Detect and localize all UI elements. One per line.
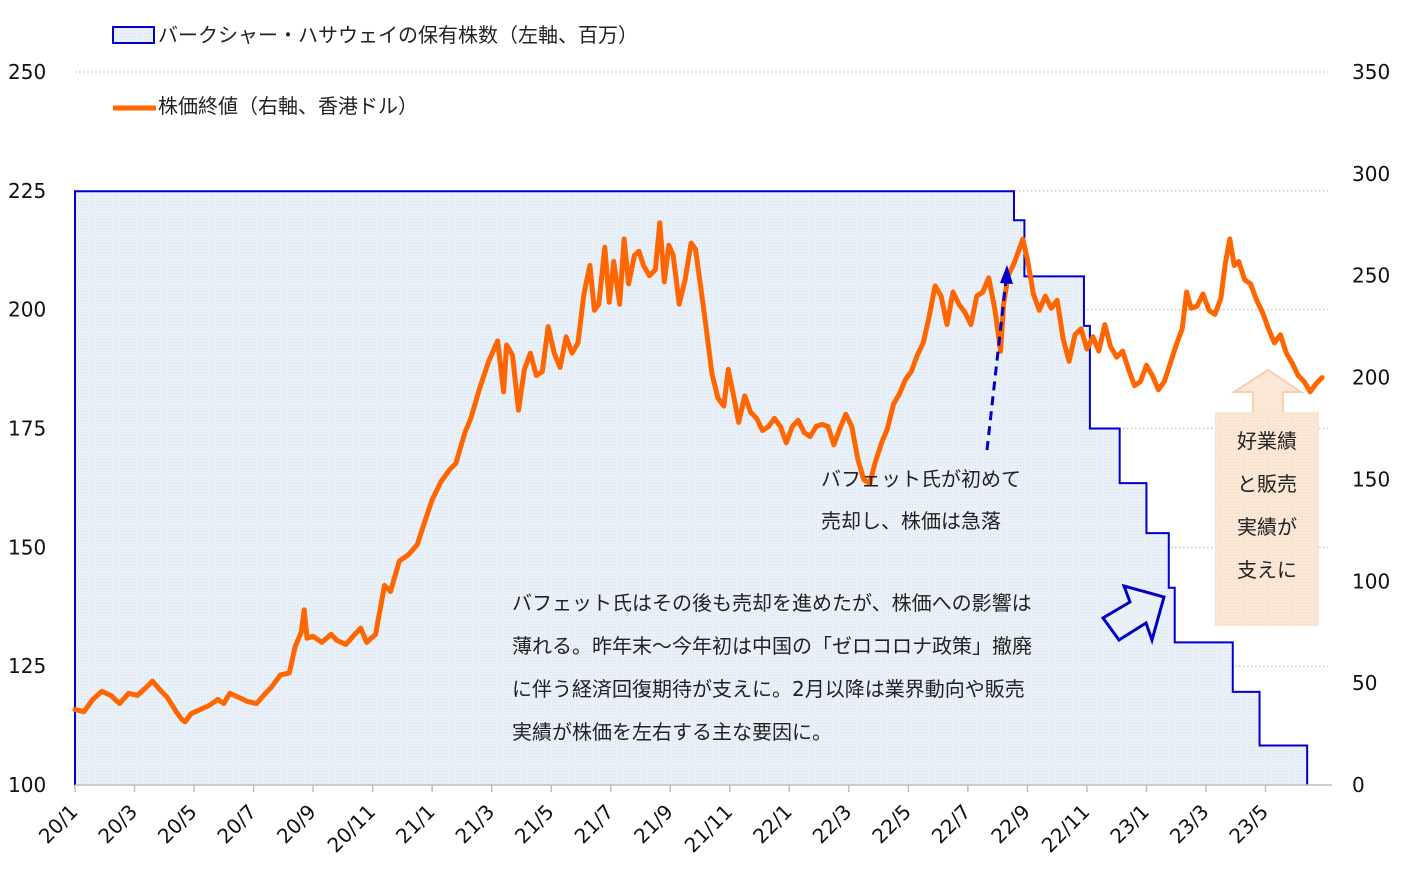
- annotation-later-sales-line1: バフェット氏はその後も売却を進めたが、株価への影響は: [512, 591, 1032, 615]
- earnings-box: [1215, 412, 1319, 626]
- x-tick-label: 22/9: [986, 800, 1035, 849]
- x-tick-label: 21/5: [510, 800, 559, 849]
- left-tick-label: 200: [8, 298, 46, 322]
- x-axis: 20/1 20/3 20/5 20/7 20/9 20/11 21/1 21/3 21/5 21/…: [34, 784, 1332, 858]
- x-tick-label: 22/1: [748, 800, 797, 849]
- annotation-later-sales-line3: に伴う経済回復期待が支えに。2月以降は業界動向や販売: [512, 677, 1025, 701]
- annotation-first-sale: バフェット氏が初めて 売却し、株価は急落: [821, 265, 1021, 533]
- x-tick-label: 20/1: [34, 800, 83, 849]
- left-tick-label: 100: [8, 773, 46, 797]
- annotation-earnings-line4: 支えに: [1237, 558, 1297, 582]
- annotation-earnings-line1: 好業績: [1237, 429, 1297, 453]
- x-tick-label: 20/5: [153, 800, 202, 849]
- x-tick-label: 20/9: [272, 800, 321, 849]
- x-tick-label: 23/3: [1165, 800, 1214, 849]
- legend-label-price: 株価終値（右軸、香港ドル）: [158, 94, 418, 118]
- right-tick-label: 50: [1352, 671, 1377, 695]
- x-tick-label: 22/3: [808, 800, 857, 849]
- legend-label-holdings: バークシャー・ハサウェイの保有株数（左軸、百万）: [158, 23, 638, 47]
- x-tick-label: 20/11: [322, 800, 380, 858]
- x-tick-label: 21/9: [629, 800, 678, 849]
- left-tick-label: 175: [8, 417, 46, 441]
- left-tick-label: 225: [8, 179, 46, 203]
- x-tick-label: 23/1: [1105, 800, 1154, 849]
- x-tick-label: 21/11: [680, 800, 738, 858]
- legend: バークシャー・ハサウェイの保有株数（左軸、百万） 株価終値（右軸、香港ドル）: [112, 23, 638, 118]
- up-arrow-icon: [1230, 368, 1305, 414]
- dashed-arrow-head-icon: [1000, 265, 1013, 284]
- block-arrow-icon: [1100, 583, 1166, 645]
- annotation-earnings-line3: 実績が: [1237, 515, 1297, 539]
- right-tick-label: 300: [1352, 162, 1390, 186]
- left-tick-label: 150: [8, 535, 46, 559]
- x-tick-label: 20/3: [93, 800, 142, 849]
- x-tick-label: 22/7: [927, 800, 976, 849]
- dashed-arrow-line: [985, 279, 1008, 451]
- x-tick-label: 21/1: [391, 800, 440, 849]
- annotation-first-sale-line2: 売却し、株価は急落: [821, 509, 1001, 533]
- right-tick-label: 150: [1352, 467, 1390, 491]
- right-axis: 0 50 100 150 200 250 300 350: [1352, 60, 1390, 797]
- x-tick-label: 21/3: [450, 800, 499, 849]
- x-tick-label: 21/7: [570, 800, 619, 849]
- annotation-earnings-line2: と販売: [1237, 472, 1297, 496]
- holdings-line: [74, 190, 1309, 785]
- price-series: [72, 220, 1325, 725]
- x-tick-label: 22/11: [1037, 800, 1095, 858]
- right-tick-label: 250: [1352, 264, 1390, 288]
- price-line: [72, 220, 1325, 725]
- annotation-later-sales-line2: 薄れる。昨年末～今年初は中国の「ゼロコロナ政策」撤廃: [512, 634, 1032, 658]
- legend-swatch-holdings: [112, 26, 155, 44]
- x-tick-label: 23/5: [1224, 800, 1273, 849]
- left-tick-label: 125: [8, 654, 46, 678]
- annotation-later-sales: バフェット氏はその後も売却を進めたが、株価への影響は 薄れる。昨年末～今年初は中…: [512, 583, 1166, 744]
- right-tick-label: 350: [1352, 60, 1390, 84]
- right-tick-label: 200: [1352, 366, 1390, 390]
- x-tick-label: 22/5: [867, 800, 916, 849]
- left-tick-label: 250: [8, 60, 46, 84]
- annotation-later-sales-line4: 実績が株価を左右する主な要因に。: [512, 720, 832, 744]
- annotation-earnings: 好業績 と販売 実績が 支えに: [1215, 368, 1319, 626]
- x-tick-label: 20/7: [212, 800, 261, 849]
- left-axis: 100 125 150 175 200 225 250: [8, 60, 46, 797]
- right-tick-label: 0: [1352, 773, 1365, 797]
- annotation-first-sale-line1: バフェット氏が初めて: [821, 467, 1021, 491]
- right-tick-label: 100: [1352, 569, 1390, 593]
